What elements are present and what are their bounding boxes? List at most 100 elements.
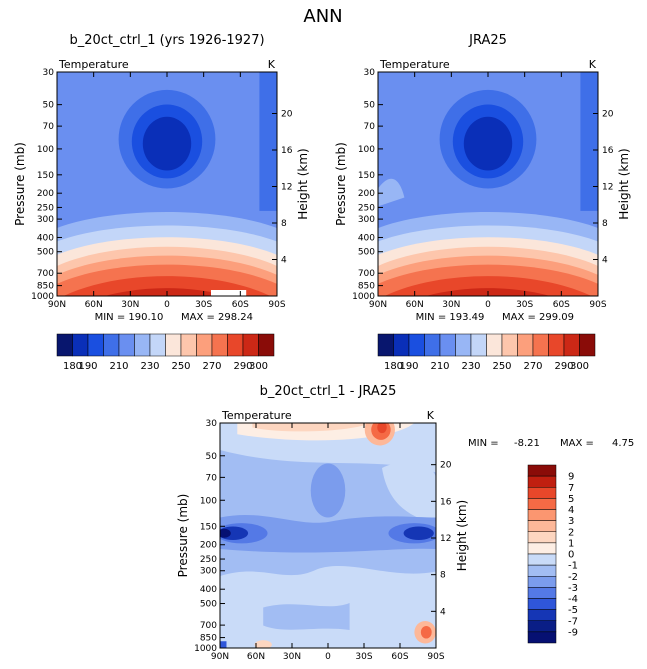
y-tick-label: 30	[206, 419, 218, 429]
colorbar-swatch	[134, 333, 151, 357]
colorbar-swatch	[548, 333, 565, 357]
colorbar-label: 190	[78, 361, 97, 372]
colorbar-swatch	[527, 520, 557, 532]
colorbar-label: 270	[202, 361, 221, 372]
x-tick-label: 30N	[442, 300, 460, 310]
x-tick-label: 60S	[232, 300, 249, 310]
pressure-axis-label: Pressure (mb)	[176, 494, 190, 578]
colorbar-label: -1	[568, 561, 578, 572]
colorbar-label: -4	[568, 594, 578, 605]
y-tick-label: 300	[37, 215, 54, 225]
colorbar-label: 4	[568, 505, 574, 516]
colorbar-swatch	[408, 333, 425, 357]
colorbar-swatch	[527, 576, 557, 588]
colorbar-swatch	[424, 333, 441, 357]
field-band	[378, 178, 405, 207]
colorbar-swatch	[527, 598, 557, 610]
colorbar-label: 2	[568, 527, 574, 538]
x-tick-label: 90N	[48, 300, 66, 310]
colorbar-swatch	[527, 531, 557, 544]
y-tick-label: 1000	[31, 292, 54, 302]
y-tick-label: 400	[37, 233, 54, 243]
colorbar-label: 230	[140, 361, 159, 372]
x-tick-label: 30N	[121, 300, 139, 310]
height-tick-label: 8	[602, 219, 608, 229]
y-tick-label: 150	[200, 522, 217, 532]
max-value: 4.75	[612, 438, 634, 449]
colorbar-swatch	[56, 333, 73, 357]
y-tick-label: 700	[200, 621, 217, 631]
colorbar-swatch	[180, 333, 197, 357]
max-label: MAX = 298.24	[181, 312, 253, 323]
colorbar-swatch	[227, 333, 244, 357]
colorbar-swatch	[527, 464, 557, 477]
y-tick-label: 250	[37, 203, 54, 213]
colorbar-swatch	[527, 620, 557, 633]
y-tick-label: 100	[358, 145, 375, 155]
x-tick-label: 30S	[516, 300, 533, 310]
colorbar-label: 1	[568, 538, 574, 549]
height-tick-label: 20	[440, 461, 452, 471]
field-band	[254, 640, 272, 648]
colorbar-label: 0	[568, 550, 574, 561]
height-tick-label: 8	[281, 219, 287, 229]
field-band	[220, 641, 227, 648]
colorbar-swatch	[103, 333, 120, 357]
colorbar-swatch	[501, 333, 518, 357]
units-label: K	[589, 58, 597, 71]
colorbar-swatch	[196, 333, 213, 357]
y-tick-label: 200	[358, 189, 375, 199]
variable-label: Temperature	[221, 409, 292, 422]
field-band	[377, 423, 387, 434]
x-tick-label: 60N	[85, 300, 103, 310]
colorbar-swatch	[527, 487, 557, 499]
colorbar-label: 300	[570, 361, 589, 372]
colorbar-swatch	[517, 333, 534, 357]
field-band	[382, 462, 436, 525]
x-tick-label: 60N	[406, 300, 424, 310]
colorbar-label: 300	[249, 361, 268, 372]
colorbar-label: 210	[109, 361, 128, 372]
variable-label: Temperature	[58, 58, 129, 71]
colorbar-swatch	[579, 333, 596, 357]
y-tick-label: 30	[43, 68, 55, 78]
colorbar-swatch	[258, 333, 275, 357]
y-tick-label: 700	[37, 269, 54, 279]
height-tick-label: 16	[602, 146, 614, 156]
colorbar-swatch	[118, 333, 135, 357]
height-tick-label: 8	[440, 571, 446, 581]
y-tick-label: 50	[364, 101, 376, 111]
colorbar-label: 230	[461, 361, 480, 372]
panel-obs: 90N 60N 30N 0 30S 60S 90S 30 50 70 100 150 200 250 300…	[334, 33, 631, 323]
y-tick-label: 850	[37, 282, 54, 292]
colorbar-label: 250	[171, 361, 190, 372]
colorbar-label: -3	[568, 583, 578, 594]
colorbar-label: 290	[554, 361, 573, 372]
panel-title: b_20ct_ctrl_1 - JRA25	[260, 384, 397, 399]
y-tick-label: 50	[206, 452, 218, 462]
colorbar-swatch	[527, 498, 557, 510]
colorbar-label: -7	[568, 616, 578, 627]
x-tick-label: 0	[164, 300, 170, 310]
colorbar-label: -5	[568, 605, 578, 616]
colorbar-label: 190	[399, 361, 418, 372]
colorbar-label: 180	[63, 361, 82, 372]
y-tick-label: 70	[43, 122, 55, 132]
x-tick-label: 90S	[427, 652, 444, 662]
y-tick-label: 400	[358, 233, 375, 243]
colorbar-swatch	[165, 333, 182, 357]
colorbar-label: -9	[568, 627, 578, 638]
missing-data	[211, 290, 247, 296]
y-tick-label: 300	[200, 567, 217, 577]
y-tick-label: 100	[37, 145, 54, 155]
colorbar-swatch	[72, 333, 89, 357]
x-tick-label: 90N	[369, 300, 387, 310]
colorbar-swatch	[527, 475, 557, 488]
y-tick-label: 200	[37, 189, 54, 199]
pressure-axis-label: Pressure (mb)	[334, 142, 348, 226]
x-tick-label: 90N	[211, 652, 229, 662]
x-tick-label: 60S	[553, 300, 570, 310]
x-tick-label: 30N	[283, 652, 301, 662]
field-band	[420, 625, 432, 639]
